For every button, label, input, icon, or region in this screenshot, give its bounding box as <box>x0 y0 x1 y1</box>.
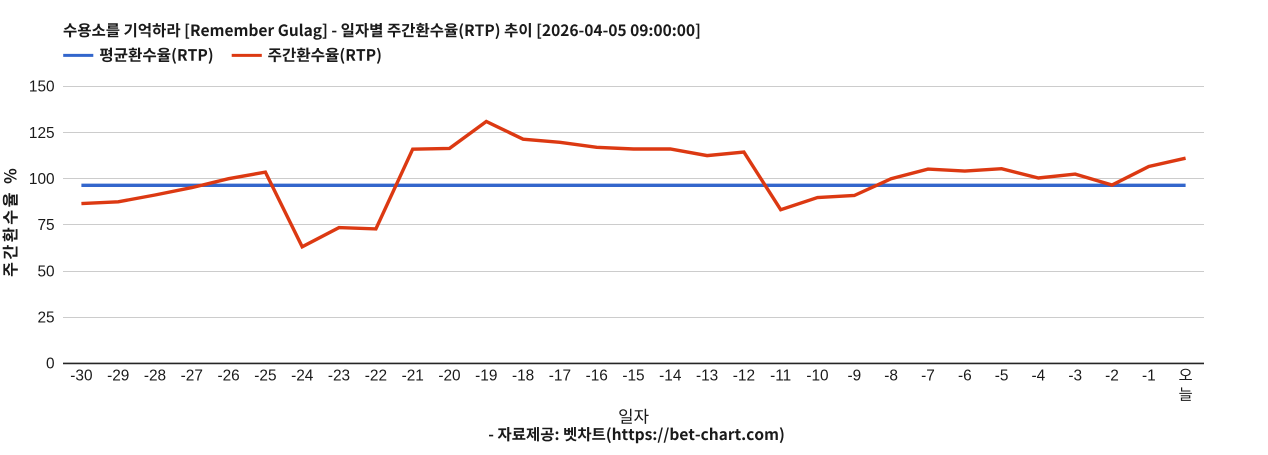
svg-text:-30: -30 <box>70 368 92 385</box>
svg-text:-4: -4 <box>1032 368 1046 385</box>
svg-text:125: 125 <box>29 125 55 142</box>
svg-text:-24: -24 <box>291 368 314 385</box>
svg-text:-26: -26 <box>217 368 239 385</box>
svg-text:-14: -14 <box>659 368 682 385</box>
svg-text:0: 0 <box>46 356 55 373</box>
svg-text:-11: -11 <box>770 368 791 385</box>
svg-text:-15: -15 <box>622 368 644 385</box>
svg-text:-27: -27 <box>181 368 203 385</box>
svg-text:-25: -25 <box>254 368 276 385</box>
svg-text:-5: -5 <box>995 368 1009 385</box>
svg-text:-18: -18 <box>512 368 534 385</box>
svg-text:-16: -16 <box>586 368 608 385</box>
svg-text:-9: -9 <box>847 368 861 385</box>
svg-text:-19: -19 <box>475 368 497 385</box>
svg-text:-17: -17 <box>549 368 571 385</box>
svg-text:-2: -2 <box>1105 368 1119 385</box>
svg-text:-8: -8 <box>884 368 898 385</box>
svg-text:-21: -21 <box>402 368 424 385</box>
svg-text:-3: -3 <box>1068 368 1082 385</box>
svg-text:25: 25 <box>37 309 54 326</box>
svg-text:-22: -22 <box>365 368 387 385</box>
svg-text:-13: -13 <box>696 368 718 385</box>
svg-text:-7: -7 <box>921 368 935 385</box>
svg-text:-20: -20 <box>438 368 460 385</box>
svg-text:150: 150 <box>29 79 55 96</box>
svg-text:-6: -6 <box>958 368 972 385</box>
svg-text:-1: -1 <box>1142 368 1156 385</box>
svg-text:100: 100 <box>29 171 55 188</box>
svg-text:-23: -23 <box>328 368 350 385</box>
svg-text:-12: -12 <box>733 368 755 385</box>
svg-text:75: 75 <box>37 217 54 234</box>
svg-text:-10: -10 <box>806 368 828 385</box>
svg-text:-28: -28 <box>144 368 166 385</box>
svg-text:-29: -29 <box>107 368 129 385</box>
svg-text:50: 50 <box>37 263 54 280</box>
